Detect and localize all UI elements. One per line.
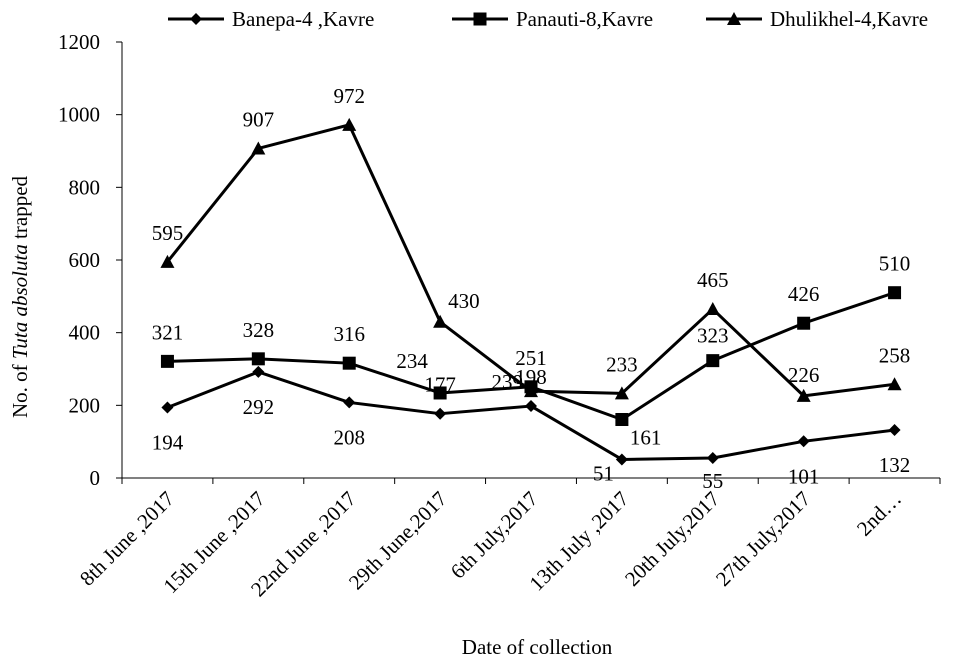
data-label: 465 (697, 268, 729, 292)
y-axis-title-prefix: No. of (8, 359, 32, 418)
data-label: 101 (788, 464, 820, 488)
data-point (342, 356, 356, 370)
legend-marker (727, 12, 741, 25)
y-tick-label: 600 (69, 248, 101, 272)
series-layer (160, 117, 902, 466)
series-triangle (160, 117, 902, 402)
data-point (251, 141, 266, 155)
data-point (705, 302, 720, 316)
data-point (525, 400, 537, 413)
legend: Banepa-4 ,Kavre Panauti-8,Kavre Dhulikhel-… (168, 7, 928, 31)
x-tick-label: 27th July,2017 (711, 487, 815, 591)
y-tick-label: 200 (69, 393, 101, 417)
data-point (251, 352, 265, 366)
y-axis-title: No. of Tuta absoluta trapped (8, 175, 32, 418)
data-point (796, 388, 811, 402)
data-label: 226 (788, 363, 820, 387)
x-axis-title: Date of collection (462, 635, 613, 658)
data-point (888, 424, 901, 437)
data-label: 198 (515, 365, 547, 389)
data-point (706, 354, 720, 368)
data-label: 177 (424, 373, 456, 397)
data-label: 251 (515, 346, 547, 370)
data-point (160, 254, 175, 268)
legend-item: Panauti-8,Kavre (452, 7, 653, 31)
data-point (888, 286, 902, 300)
data-label: 328 (243, 318, 275, 342)
data-label: 233 (606, 352, 638, 376)
y-axis: 0 200 400 600 800 1000 1200 (58, 30, 123, 490)
data-point (433, 386, 447, 400)
data-point (615, 453, 628, 466)
data-point (343, 396, 356, 409)
data-point (797, 435, 810, 448)
legend-marker (473, 12, 487, 26)
data-label: 510 (879, 252, 911, 276)
data-point (706, 452, 719, 465)
data-label: 316 (333, 322, 365, 346)
legend-item: Dhulikhel-4,Kavre (706, 7, 928, 31)
data-point (524, 384, 538, 398)
x-tick-label: 6th July,2017 (446, 487, 543, 584)
data-label: 239 (492, 370, 524, 394)
y-tick-label: 400 (69, 321, 101, 345)
data-label: 132 (879, 453, 911, 477)
data-point (433, 314, 448, 328)
data-label: 292 (243, 395, 275, 419)
data-point (797, 316, 811, 330)
data-label: 426 (788, 282, 820, 306)
y-axis-title-suffix: trapped (8, 175, 32, 244)
y-tick-label: 1000 (58, 103, 100, 127)
data-point (161, 401, 174, 414)
data-point (887, 377, 902, 391)
data-label: 234 (396, 349, 428, 373)
x-tick-label: 29th June,2017 (344, 487, 452, 595)
data-label: 907 (243, 107, 275, 131)
legend-label: Dhulikhel-4,Kavre (770, 7, 928, 31)
legend-label: Panauti-8,Kavre (516, 7, 653, 31)
data-point (615, 413, 629, 427)
y-axis-title-italic: Tuta absoluta (8, 244, 32, 359)
data-label: 194 (152, 431, 184, 455)
data-point (160, 354, 174, 368)
data-label: 208 (333, 425, 365, 449)
y-tick-label: 800 (69, 175, 101, 199)
data-point (252, 365, 265, 378)
data-label: 972 (333, 84, 365, 108)
data-label: 323 (697, 324, 729, 348)
legend-marker (190, 13, 202, 25)
data-point (434, 407, 447, 420)
data-label: 161 (630, 426, 662, 450)
data-label: 595 (152, 221, 184, 245)
y-tick-label: 1200 (58, 30, 100, 54)
x-tick-label: 2nd… (852, 487, 906, 541)
data-point (342, 117, 357, 131)
legend-label: Banepa-4 ,Kavre (232, 7, 374, 31)
y-tick-label: 0 (90, 466, 101, 490)
x-tick-label: 20th July,2017 (620, 487, 724, 591)
data-point (614, 386, 629, 400)
data-label: 51 (593, 461, 614, 485)
data-label: 55 (702, 469, 723, 493)
data-label: 258 (879, 343, 911, 367)
data-label: 321 (152, 320, 184, 344)
data-label: 430 (448, 289, 480, 313)
data-labels: 194 292 208 177 198 51 55 101 132 321 328 316 234 251… (152, 84, 911, 493)
series-diamond (161, 365, 901, 466)
legend-item: Banepa-4 ,Kavre (168, 7, 374, 31)
